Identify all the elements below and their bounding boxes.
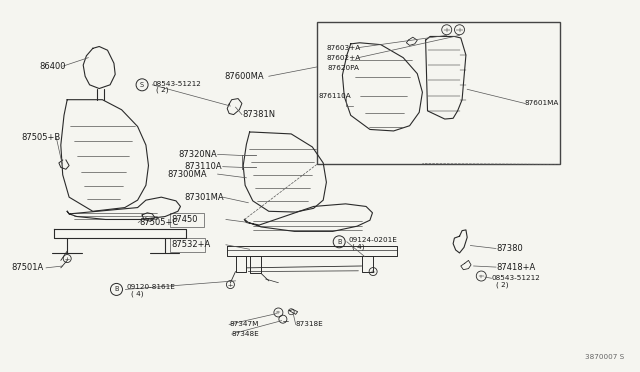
Text: 08543-51212: 08543-51212 [152, 81, 201, 87]
Text: S: S [140, 82, 144, 88]
Text: 87620PA: 87620PA [328, 65, 360, 71]
Text: 87318E: 87318E [296, 321, 323, 327]
Bar [170, 238, 205, 252]
Text: 87348E: 87348E [232, 331, 259, 337]
Text: 87418+A: 87418+A [496, 263, 535, 272]
Text: 3870007 S: 3870007 S [585, 354, 624, 360]
Text: ( 4): ( 4) [131, 291, 144, 297]
Text: 87381N: 87381N [242, 110, 275, 119]
Text: 87505+C: 87505+C [140, 218, 179, 227]
Text: 87600MA: 87600MA [224, 72, 264, 81]
Text: 09120-8161E: 09120-8161E [127, 284, 175, 290]
Text: B: B [337, 239, 342, 245]
Text: 87380: 87380 [496, 244, 523, 253]
Text: 87532+A: 87532+A [172, 240, 211, 249]
Text: 876110A: 876110A [318, 93, 351, 99]
Text: 87501A: 87501A [12, 263, 44, 272]
Text: 87505+B: 87505+B [21, 133, 60, 142]
Text: 87450: 87450 [172, 215, 198, 224]
Text: ( 4): ( 4) [352, 243, 365, 250]
Text: 87601MA: 87601MA [525, 100, 559, 106]
Text: 87603+A: 87603+A [326, 45, 361, 51]
Bar [170, 213, 204, 227]
Text: 87301MA: 87301MA [184, 193, 224, 202]
Text: 08543-51212: 08543-51212 [492, 275, 540, 281]
Text: 87347M: 87347M [229, 321, 259, 327]
Text: B: B [114, 286, 119, 292]
Text: 873110A: 873110A [184, 162, 222, 171]
Text: ( 2): ( 2) [156, 87, 168, 93]
Text: 86400: 86400 [40, 62, 66, 71]
Text: ( 2): ( 2) [496, 281, 509, 288]
Text: 87320NA: 87320NA [178, 150, 217, 159]
Text: 09124-0201E: 09124-0201E [348, 237, 397, 243]
Text: 87602+A: 87602+A [326, 55, 361, 61]
Text: 87300MA: 87300MA [168, 170, 207, 179]
Bar [317, 22, 560, 164]
